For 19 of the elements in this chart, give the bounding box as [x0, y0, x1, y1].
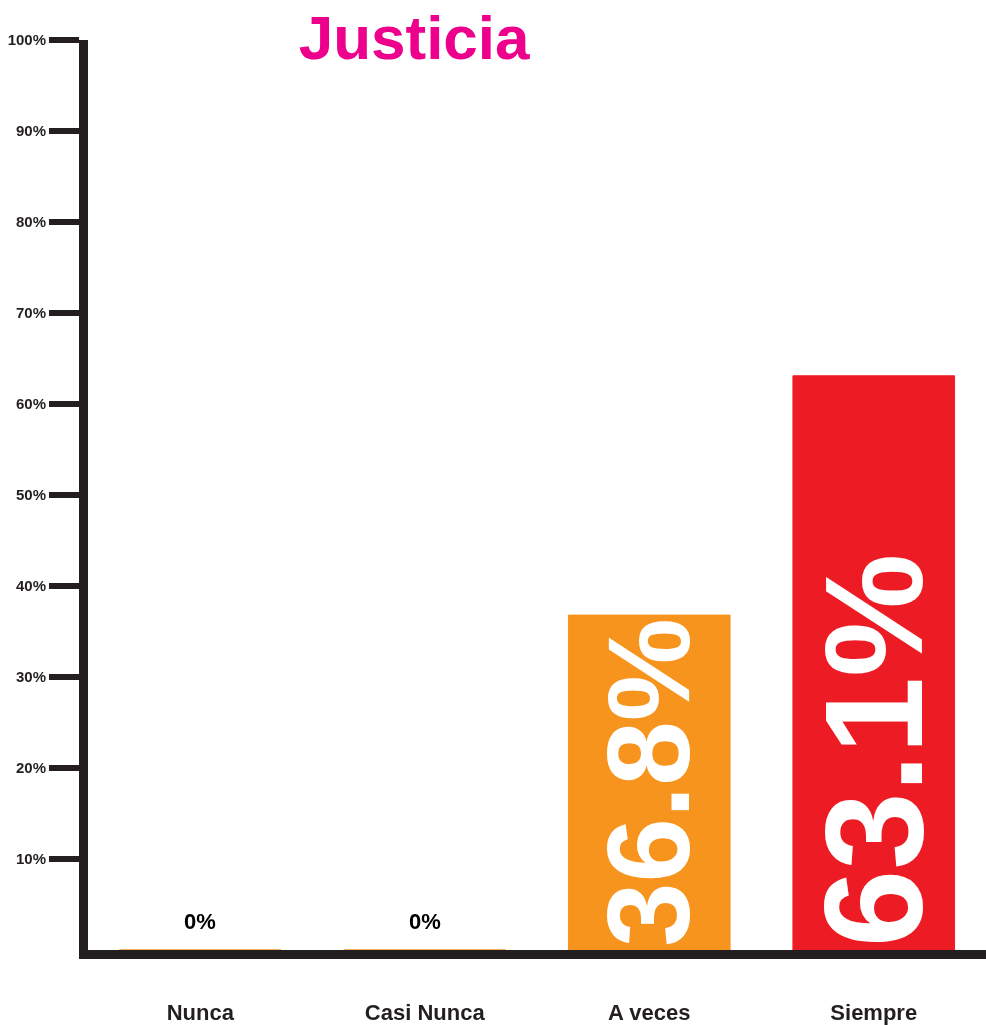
y-tick-label: 30% [15, 668, 46, 686]
y-tick-label: 10% [15, 850, 46, 868]
y-tick-label: 40% [15, 577, 46, 595]
y-tick-label: 50% [15, 486, 46, 504]
data-label: 0% [184, 909, 216, 934]
y-tick-label: 60% [15, 395, 46, 413]
x-tick-label: Nunca [166, 1000, 235, 1025]
y-tick-label: 70% [15, 304, 46, 322]
data-label: 36.8% [584, 618, 715, 947]
data-label: 63.1% [795, 553, 951, 947]
x-tick-label: Casi Nunca [364, 1000, 486, 1025]
y-tick-label: 100% [7, 31, 46, 49]
y-tick-label: 80% [15, 213, 46, 231]
data-label: 0% [409, 909, 441, 934]
x-tick-label: A veces [608, 1000, 691, 1025]
x-tick-label: Siempre [830, 1000, 918, 1025]
y-tick-label: 20% [15, 759, 46, 777]
chart-title: Justicia [298, 2, 531, 72]
y-tick-label: 90% [15, 122, 46, 140]
